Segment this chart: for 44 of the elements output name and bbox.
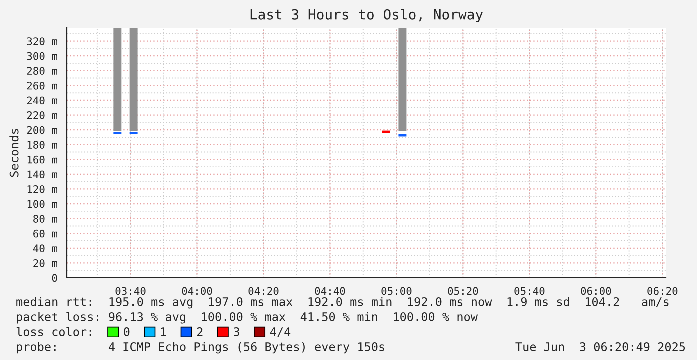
text: packet loss: 96.13 % avg 100.00 % max 41.50 % min 100.00 % now [17, 312, 478, 324]
text: loss color: [16, 327, 92, 336]
x-tick-label: 04:40 [315, 287, 346, 296]
bar [130, 28, 138, 132]
x-tick-label: 03:40 [116, 287, 146, 296]
legend-label: 4/4 [270, 328, 291, 338]
legend-label: 2 [197, 328, 203, 336]
text: median rtt: 195.0 ms avg 197.0 ms max 192.0 ms min 192.0 ms now 1.9 ms sd 104.2 am/s [16, 297, 669, 309]
x-tick-label: 05:20 [448, 287, 478, 296]
y-tick-label: 260 m [27, 82, 58, 90]
legend-label: 3 [234, 328, 240, 336]
legend-label: 0 [124, 328, 130, 336]
y-tick-label: 0 [52, 274, 58, 282]
y-tick-label: 80 m [34, 215, 58, 223]
y-tick-label: 300 m [27, 52, 58, 60]
text: Tue Jun 3 06:20:49 2025 [516, 342, 686, 352]
y-tick-label: 120 m [28, 185, 58, 194]
chart-title: Last 3 Hours to Oslo, Norway [250, 9, 484, 23]
bar [114, 28, 122, 132]
y-tick-label: 100 m [28, 200, 58, 208]
x-tick-label: 06:20 [648, 287, 678, 296]
y-tick-label: 20 m [34, 259, 58, 268]
y-tick-label: 200 m [27, 126, 58, 134]
x-tick-label: 06:00 [581, 287, 612, 296]
text: probe: 4 ICMP Echo Pings (56 Bytes) every 150s [17, 342, 384, 354]
x-tick-label: 05:40 [514, 287, 545, 296]
x-tick-label: 05:00 [382, 287, 412, 296]
x-tick-label: 04:20 [248, 287, 279, 296]
y-tick-label: 280 m [27, 67, 58, 76]
y-tick-label: 40 m [33, 244, 58, 253]
y-axis-title: Seconds [10, 129, 19, 178]
bar [130, 132, 138, 135]
bar [114, 132, 122, 135]
legend-label: 1 [161, 328, 166, 336]
y-tick-label: 60 m [34, 230, 58, 238]
y-tick-label: 320 m [27, 38, 58, 46]
y-tick-label: 140 m [28, 170, 58, 179]
y-tick-label: 240 m [27, 96, 58, 105]
y-tick-label: 220 m [27, 112, 58, 120]
bar [398, 28, 407, 132]
x-tick-label: 04:00 [182, 287, 212, 296]
bar [382, 130, 390, 134]
y-tick-label: 160 m [28, 156, 58, 164]
y-tick-label: 180 m [28, 141, 58, 149]
